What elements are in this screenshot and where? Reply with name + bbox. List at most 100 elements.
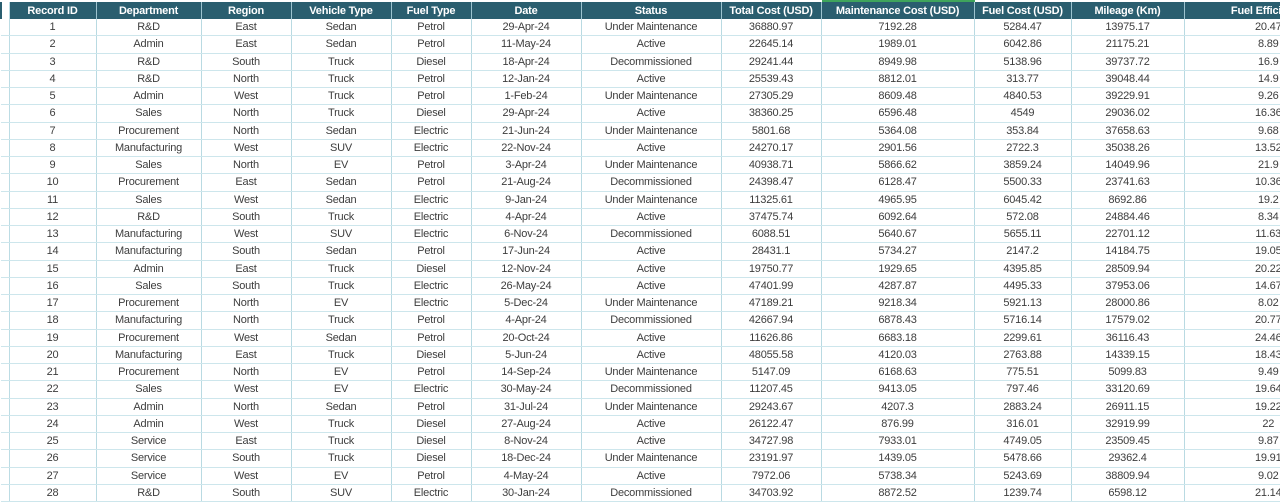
cell-fuel_efficiency[interactable]: 19.05 bbox=[1184, 242, 1280, 261]
cell-mileage_km[interactable]: 6598.12 bbox=[1071, 484, 1185, 502]
cell-fuel_efficiency[interactable]: 22 bbox=[1184, 415, 1280, 434]
cell-fuel_type[interactable]: Electric bbox=[391, 380, 472, 399]
cell-status[interactable]: Active bbox=[581, 242, 722, 261]
cell-total_cost_usd[interactable]: 27305.29 bbox=[721, 87, 822, 106]
cell-maintenance_cost_usd[interactable]: 1989.01 bbox=[821, 35, 975, 54]
cell-vehicle_type[interactable]: Truck bbox=[291, 53, 392, 71]
cell-fuel_efficiency[interactable]: 9.26 bbox=[1184, 87, 1280, 106]
cell-fuel_cost_usd[interactable]: 353.84 bbox=[974, 122, 1072, 140]
cell-status[interactable]: Under Maintenance bbox=[581, 19, 722, 37]
cell-status[interactable]: Under Maintenance bbox=[581, 87, 722, 106]
cell-mileage_km[interactable]: 8692.86 bbox=[1071, 191, 1185, 209]
cell-total_cost_usd[interactable]: 42667.94 bbox=[721, 311, 822, 330]
cell-vehicle_type[interactable]: Truck bbox=[291, 104, 392, 123]
cell-maintenance_cost_usd[interactable]: 8609.48 bbox=[821, 87, 975, 106]
cell-status[interactable]: Under Maintenance bbox=[581, 449, 722, 468]
cell-fuel_cost_usd[interactable]: 2722.3 bbox=[974, 139, 1072, 158]
cell-fuel_efficiency[interactable]: 19.2 bbox=[1184, 191, 1280, 209]
cell-mileage_km[interactable]: 26911.15 bbox=[1071, 398, 1185, 416]
cell-vehicle_type[interactable]: SUV bbox=[291, 225, 392, 244]
cell-record_id[interactable]: 10 bbox=[9, 173, 97, 192]
cell-region[interactable]: North bbox=[201, 104, 292, 123]
cell-record_id[interactable]: 14 bbox=[9, 242, 97, 261]
cell-mileage_km[interactable]: 35038.26 bbox=[1071, 139, 1185, 158]
cell-total_cost_usd[interactable]: 6088.51 bbox=[721, 225, 822, 244]
cell-department[interactable]: Service bbox=[96, 432, 202, 451]
cell-vehicle_type[interactable]: EV bbox=[291, 363, 392, 382]
cell-total_cost_usd[interactable]: 25539.43 bbox=[721, 70, 822, 89]
cell-mileage_km[interactable]: 5099.83 bbox=[1071, 363, 1185, 382]
cell-maintenance_cost_usd[interactable]: 5640.67 bbox=[821, 225, 975, 244]
cell-status[interactable]: Active bbox=[581, 329, 722, 347]
cell-department[interactable]: Service bbox=[96, 449, 202, 468]
cell-department[interactable]: Service bbox=[96, 467, 202, 485]
cell-maintenance_cost_usd[interactable]: 5734.27 bbox=[821, 242, 975, 261]
cell-region[interactable]: North bbox=[201, 70, 292, 89]
cell-date[interactable]: 18-Apr-24 bbox=[471, 53, 582, 71]
cell-fuel_efficiency[interactable]: 9.68 bbox=[1184, 122, 1280, 140]
cell-total_cost_usd[interactable]: 24398.47 bbox=[721, 173, 822, 192]
cell-date[interactable]: 21-Aug-24 bbox=[471, 173, 582, 192]
cell-date[interactable]: 27-Aug-24 bbox=[471, 415, 582, 434]
cell-maintenance_cost_usd[interactable]: 4120.03 bbox=[821, 346, 975, 365]
cell-region[interactable]: West bbox=[201, 139, 292, 158]
cell-fuel_type[interactable]: Diesel bbox=[391, 260, 472, 278]
column-header-fuel_efficiency[interactable]: Fuel Efficiency bbox=[1184, 0, 1280, 19]
cell-fuel_efficiency[interactable]: 20.47 bbox=[1184, 19, 1280, 37]
cell-fuel_type[interactable]: Diesel bbox=[391, 415, 472, 434]
cell-vehicle_type[interactable]: Truck bbox=[291, 432, 392, 451]
cell-fuel_type[interactable]: Diesel bbox=[391, 53, 472, 71]
cell-fuel_efficiency[interactable]: 19.91 bbox=[1184, 449, 1280, 468]
cell-mileage_km[interactable]: 21175.21 bbox=[1071, 35, 1185, 54]
cell-region[interactable]: East bbox=[201, 19, 292, 37]
cell-department[interactable]: Manufacturing bbox=[96, 242, 202, 261]
cell-fuel_type[interactable]: Diesel bbox=[391, 346, 472, 365]
cell-maintenance_cost_usd[interactable]: 7933.01 bbox=[821, 432, 975, 451]
cell-department[interactable]: Manufacturing bbox=[96, 311, 202, 330]
cell-fuel_cost_usd[interactable]: 797.46 bbox=[974, 380, 1072, 399]
cell-fuel_type[interactable]: Electric bbox=[391, 191, 472, 209]
cell-fuel_efficiency[interactable]: 16.36 bbox=[1184, 104, 1280, 123]
cell-maintenance_cost_usd[interactable]: 6596.48 bbox=[821, 104, 975, 123]
cell-maintenance_cost_usd[interactable]: 8812.01 bbox=[821, 70, 975, 89]
cell-date[interactable]: 31-Jul-24 bbox=[471, 398, 582, 416]
cell-date[interactable]: 12-Jan-24 bbox=[471, 70, 582, 89]
cell-region[interactable]: South bbox=[201, 242, 292, 261]
column-header-region[interactable]: Region bbox=[201, 0, 292, 19]
cell-fuel_cost_usd[interactable]: 6042.86 bbox=[974, 35, 1072, 54]
cell-vehicle_type[interactable]: Truck bbox=[291, 208, 392, 227]
cell-mileage_km[interactable]: 29362.4 bbox=[1071, 449, 1185, 468]
cell-vehicle_type[interactable]: Sedan bbox=[291, 35, 392, 54]
cell-fuel_cost_usd[interactable]: 572.08 bbox=[974, 208, 1072, 227]
cell-fuel_cost_usd[interactable]: 2763.88 bbox=[974, 346, 1072, 365]
cell-vehicle_type[interactable]: Sedan bbox=[291, 242, 392, 261]
cell-region[interactable]: North bbox=[201, 122, 292, 140]
cell-region[interactable]: West bbox=[201, 467, 292, 485]
cell-date[interactable]: 11-May-24 bbox=[471, 35, 582, 54]
cell-mileage_km[interactable]: 28509.94 bbox=[1071, 260, 1185, 278]
cell-total_cost_usd[interactable]: 19750.77 bbox=[721, 260, 822, 278]
cell-status[interactable]: Decommissioned bbox=[581, 53, 722, 71]
cell-record_id[interactable]: 25 bbox=[9, 432, 97, 451]
cell-fuel_type[interactable]: Electric bbox=[391, 122, 472, 140]
cell-record_id[interactable]: 26 bbox=[9, 449, 97, 468]
cell-mileage_km[interactable]: 36116.43 bbox=[1071, 329, 1185, 347]
cell-fuel_cost_usd[interactable]: 4749.05 bbox=[974, 432, 1072, 451]
cell-fuel_type[interactable]: Electric bbox=[391, 208, 472, 227]
cell-record_id[interactable]: 8 bbox=[9, 139, 97, 158]
cell-mileage_km[interactable]: 14049.96 bbox=[1071, 156, 1185, 175]
cell-mileage_km[interactable]: 22701.12 bbox=[1071, 225, 1185, 244]
cell-status[interactable]: Decommissioned bbox=[581, 225, 722, 244]
cell-date[interactable]: 26-May-24 bbox=[471, 277, 582, 296]
cell-fuel_cost_usd[interactable]: 5243.69 bbox=[974, 467, 1072, 485]
cell-record_id[interactable]: 1 bbox=[9, 19, 97, 37]
cell-fuel_cost_usd[interactable]: 4549 bbox=[974, 104, 1072, 123]
cell-vehicle_type[interactable]: Truck bbox=[291, 311, 392, 330]
cell-record_id[interactable]: 20 bbox=[9, 346, 97, 365]
cell-vehicle_type[interactable]: Sedan bbox=[291, 19, 392, 37]
cell-status[interactable]: Decommissioned bbox=[581, 173, 722, 192]
cell-status[interactable]: Decommissioned bbox=[581, 484, 722, 502]
cell-fuel_type[interactable]: Electric bbox=[391, 225, 472, 244]
cell-status[interactable]: Under Maintenance bbox=[581, 156, 722, 175]
cell-fuel_type[interactable]: Petrol bbox=[391, 70, 472, 89]
